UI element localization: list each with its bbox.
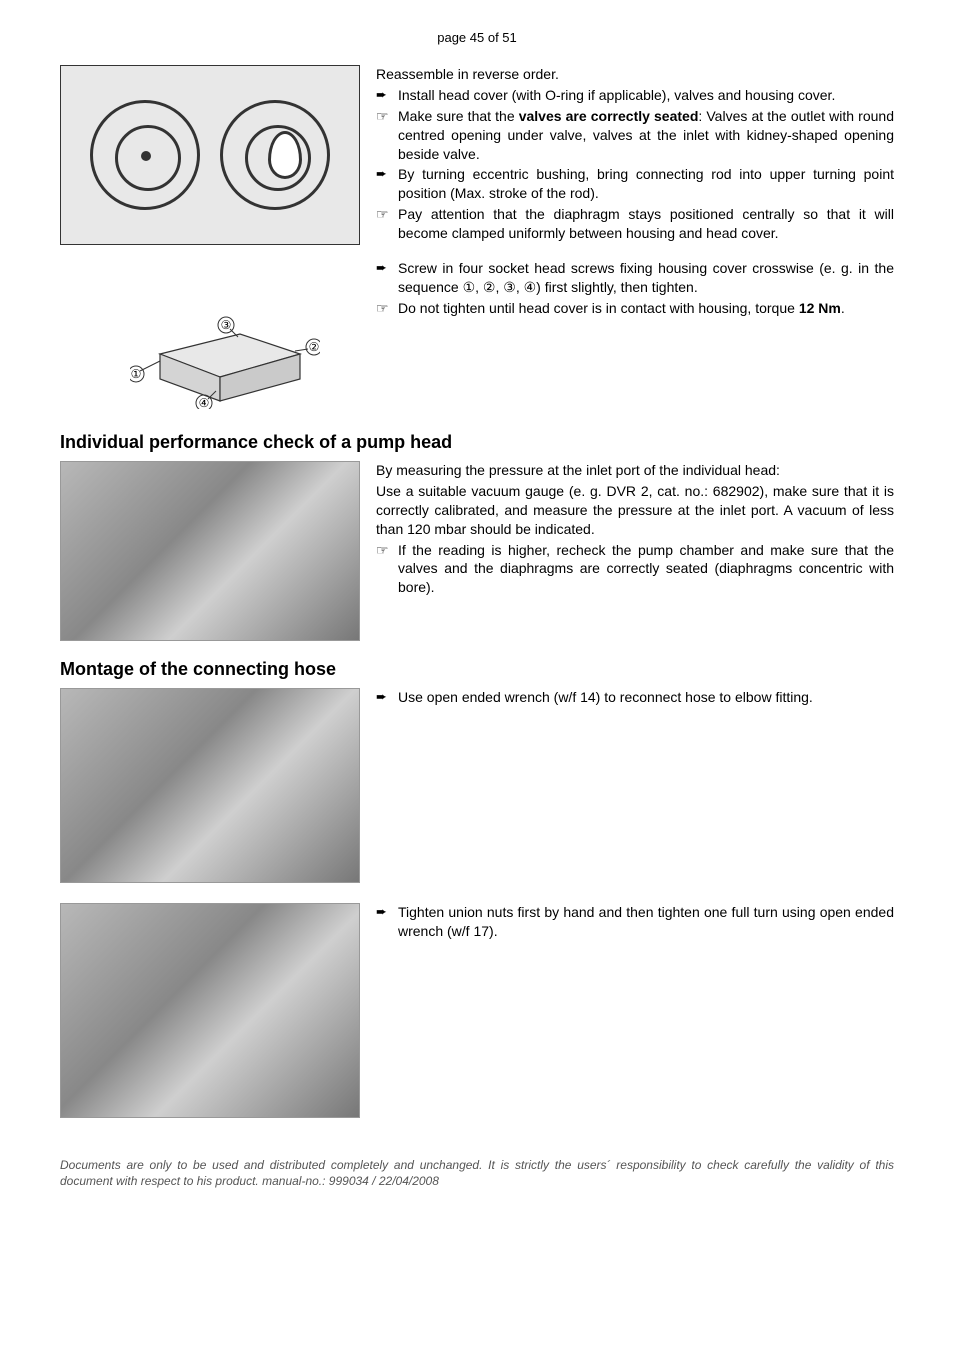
item-text: Pay attention that the diaphragm stays p…: [398, 206, 894, 241]
valves-diagram: [60, 65, 360, 245]
list-item: If the reading is higher, recheck the pu…: [376, 541, 894, 598]
item-text: Tighten union nuts first by hand and the…: [398, 904, 894, 939]
wrench-17-photo: [60, 903, 360, 1118]
section-performance: By measuring the pressure at the inlet p…: [60, 461, 894, 641]
svg-text:④: ④: [199, 396, 210, 409]
list-item: By turning eccentric bushing, bring conn…: [376, 165, 894, 203]
item-text: Screw in four socket head screws fixing …: [398, 260, 894, 295]
housing-box-diagram: ① ② ③ ④: [60, 259, 360, 414]
vacuum-gauge-photo: [60, 461, 360, 641]
item-text: Do not tighten until head cover is in co…: [398, 300, 845, 316]
item-text: Use open ended wrench (w/f 14) to reconn…: [398, 689, 813, 705]
item-text: By turning eccentric bushing, bring conn…: [398, 166, 894, 201]
footer-disclaimer: Documents are only to be used and distri…: [60, 1158, 894, 1189]
list-item: Make sure that the valves are correctly …: [376, 107, 894, 164]
section-wrench14: Use open ended wrench (w/f 14) to reconn…: [60, 688, 894, 883]
item-text: Make sure that the valves are correctly …: [398, 108, 894, 162]
heading-montage: Montage of the connecting hose: [60, 659, 894, 680]
svg-text:①: ①: [131, 367, 142, 381]
item-text: If the reading is higher, recheck the pu…: [398, 542, 894, 596]
svg-text:②: ②: [309, 340, 320, 354]
page-header: page 45 of 51: [60, 30, 894, 45]
list-item: Use open ended wrench (w/f 14) to reconn…: [376, 688, 894, 707]
perf-p2: Use a suitable vacuum gauge (e. g. DVR 2…: [376, 482, 894, 539]
list-item: Tighten union nuts first by hand and the…: [376, 903, 894, 941]
section-screws: ① ② ③ ④ Screw in four socket head screws…: [60, 259, 894, 414]
list-item: Install head cover (with O-ring if appli…: [376, 86, 894, 105]
section-reassemble: Reassemble in reverse order. Install hea…: [60, 65, 894, 245]
list-item: Do not tighten until head cover is in co…: [376, 299, 894, 318]
svg-text:③: ③: [221, 318, 232, 332]
perf-p1: By measuring the pressure at the inlet p…: [376, 461, 894, 480]
list-item: Screw in four socket head screws fixing …: [376, 259, 894, 297]
heading-performance-check: Individual performance check of a pump h…: [60, 432, 894, 453]
section-wrench17: Tighten union nuts first by hand and the…: [60, 903, 894, 1118]
wrench-14-photo: [60, 688, 360, 883]
reassemble-intro: Reassemble in reverse order.: [376, 65, 894, 84]
item-text: Install head cover (with O-ring if appli…: [398, 87, 835, 103]
list-item: Pay attention that the diaphragm stays p…: [376, 205, 894, 243]
